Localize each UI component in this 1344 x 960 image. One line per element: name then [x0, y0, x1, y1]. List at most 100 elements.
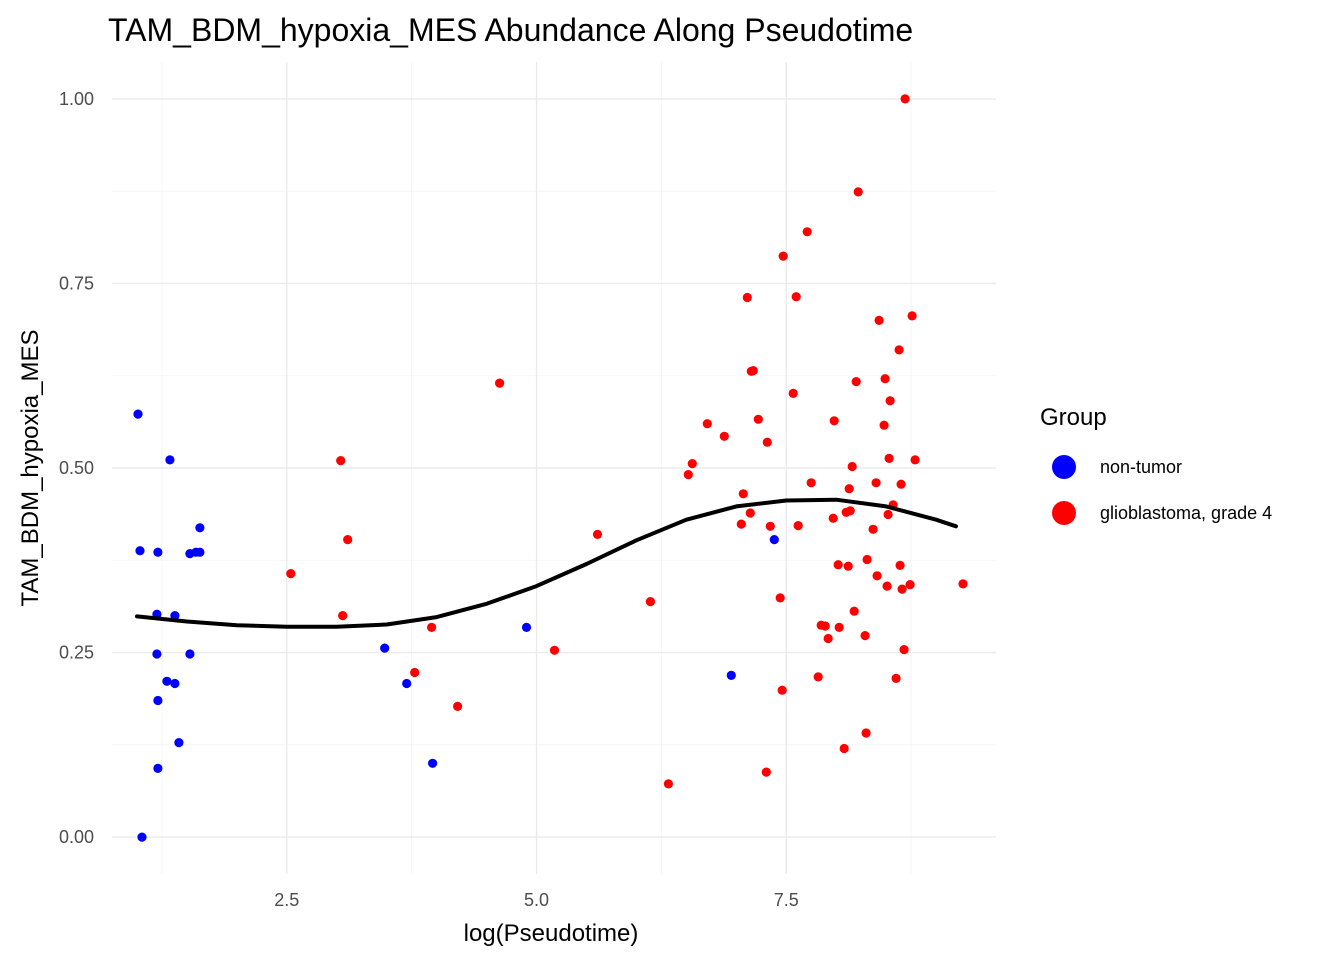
data-point	[745, 508, 755, 518]
x-axis-title: log(Pseudotime)	[464, 920, 639, 947]
data-point	[336, 456, 346, 466]
data-point	[453, 701, 463, 712]
axes: 2.5 5.0 7.5 0.00 0.25 0.50 0.75 1.00	[59, 89, 799, 910]
data-point	[286, 569, 296, 579]
data-point	[683, 470, 693, 480]
data-point	[402, 678, 412, 689]
data-point	[738, 489, 748, 499]
data-point	[521, 622, 532, 633]
data-point	[719, 431, 729, 441]
data-point	[849, 606, 859, 616]
series-glioblastoma	[286, 94, 968, 789]
data-point	[495, 378, 505, 388]
data-point	[833, 560, 843, 570]
data-point	[834, 622, 844, 633]
data-point	[645, 597, 656, 607]
data-point	[851, 377, 861, 387]
data-point	[861, 728, 871, 738]
data-point	[152, 649, 162, 659]
data-point	[813, 672, 823, 682]
data-point	[884, 453, 894, 463]
data-point	[748, 366, 758, 376]
y-tick-label: 1.00	[59, 89, 94, 109]
data-point	[135, 546, 145, 556]
data-point	[343, 535, 353, 545]
data-point	[153, 695, 163, 706]
y-axis-title: TAM_BDM_hypoxia_MES	[17, 330, 44, 607]
data-point	[872, 571, 882, 581]
data-point	[153, 763, 163, 774]
data-point	[769, 535, 779, 545]
data-point	[820, 621, 830, 631]
data-point	[761, 767, 771, 777]
legend-swatch	[1052, 501, 1076, 525]
data-point	[170, 611, 180, 621]
data-point	[753, 414, 763, 424]
x-tick-label: 2.5	[274, 890, 299, 910]
data-point	[133, 409, 143, 419]
data-point	[778, 251, 788, 261]
data-point	[687, 459, 697, 469]
data-point	[338, 611, 348, 621]
data-point	[777, 685, 787, 695]
trend-layer	[135, 497, 958, 629]
data-point	[791, 292, 801, 302]
data-point	[897, 584, 907, 594]
data-point	[736, 519, 746, 529]
data-point	[663, 779, 674, 789]
data-point	[185, 649, 195, 659]
data-point	[592, 529, 603, 540]
data-point	[843, 561, 853, 571]
data-point	[162, 676, 172, 686]
data-point	[910, 455, 920, 465]
data-point	[153, 547, 163, 557]
data-point	[896, 479, 906, 489]
data-point	[762, 437, 772, 447]
data-point	[726, 670, 736, 681]
data-point	[195, 523, 205, 533]
data-point	[839, 743, 849, 754]
y-tick-label: 0.00	[59, 827, 94, 847]
legend: Group non-tumor glioblastoma, grade 4	[1040, 404, 1272, 525]
data-point	[380, 643, 390, 653]
data-point	[549, 645, 560, 655]
data-point	[829, 416, 839, 426]
legend-title: Group	[1040, 404, 1107, 431]
data-point	[802, 227, 812, 237]
data-points	[133, 94, 968, 842]
data-point	[828, 513, 838, 523]
data-point	[174, 738, 184, 748]
data-point	[775, 593, 785, 603]
data-point	[891, 673, 901, 684]
data-point	[907, 311, 917, 321]
data-point	[880, 374, 890, 384]
data-point	[428, 758, 438, 768]
legend-label: non-tumor	[1100, 457, 1182, 477]
data-point	[137, 832, 147, 842]
data-point	[793, 521, 803, 531]
data-point	[742, 292, 752, 303]
data-point	[765, 521, 775, 531]
data-point	[862, 554, 872, 565]
data-point	[899, 645, 909, 655]
data-point	[165, 455, 175, 465]
data-point	[879, 420, 889, 430]
y-tick-label: 0.50	[59, 458, 94, 478]
data-point	[882, 581, 892, 591]
x-tick-label: 7.5	[774, 890, 799, 910]
data-point	[860, 631, 870, 641]
trend-line	[135, 497, 958, 629]
legend-label: glioblastoma, grade 4	[1100, 503, 1272, 523]
data-point	[844, 484, 854, 494]
legend-swatch	[1052, 455, 1076, 479]
y-tick-label: 0.25	[59, 643, 94, 663]
data-point	[170, 678, 180, 689]
data-point	[895, 560, 905, 571]
chart-title: TAM_BDM_hypoxia_MES Abundance Along Pseu…	[108, 12, 913, 48]
data-point	[845, 506, 855, 516]
data-point	[894, 345, 904, 355]
data-point	[874, 315, 884, 325]
y-tick-label: 0.75	[59, 273, 94, 293]
data-point	[871, 478, 881, 488]
